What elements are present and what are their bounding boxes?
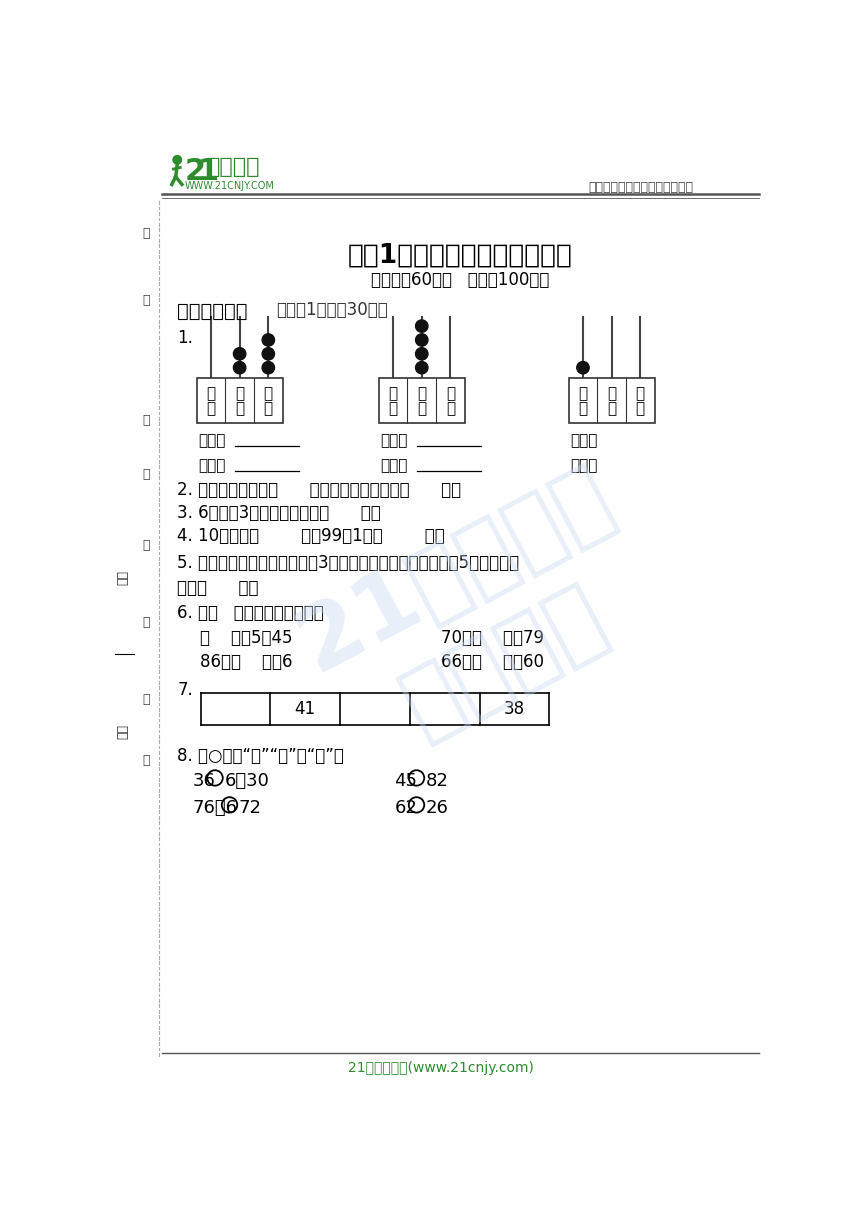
- Text: 题: 题: [143, 754, 150, 767]
- Text: 读作：: 读作：: [198, 457, 225, 473]
- Text: （    ）＋5＝45: （ ）＋5＝45: [200, 629, 293, 647]
- Text: （时量：60分钟   满分：100分）: （时量：60分钟 满分：100分）: [371, 271, 550, 288]
- Text: 66－（    ）＝60: 66－（ ）＝60: [440, 653, 544, 670]
- Text: 一、填空题。: 一、填空题。: [177, 302, 248, 321]
- Text: WWW.21CNJY.COM: WWW.21CNJY.COM: [185, 181, 275, 191]
- Text: （每空1分，全30分）: （每空1分，全30分）: [276, 302, 388, 320]
- Circle shape: [233, 348, 246, 360]
- Text: 密: 密: [143, 226, 150, 240]
- Text: 5. 一个两位数，十位上的数是3，个位上的数比十位上的数多5，这个两位: 5. 一个两位数，十位上的数是3，个位上的数比十位上的数多5，这个两位: [177, 554, 519, 572]
- Text: 线: 线: [143, 413, 150, 427]
- Text: 个
位: 个 位: [264, 385, 273, 416]
- Text: 写作：: 写作：: [570, 433, 598, 449]
- Text: 写作：: 写作：: [198, 433, 225, 449]
- Text: 86－（    ）＝6: 86－（ ）＝6: [200, 653, 293, 670]
- Text: 姓名: 姓名: [116, 724, 130, 738]
- Text: 8. 在○填上“＞”“＜”或“＝”。: 8. 在○填上“＞”“＜”或“＝”。: [177, 747, 344, 765]
- Text: 38: 38: [504, 699, 525, 717]
- Text: 请: 请: [143, 539, 150, 552]
- Text: 勿: 勿: [143, 615, 150, 629]
- Circle shape: [262, 348, 274, 360]
- Text: 82: 82: [426, 772, 449, 790]
- Text: 21世纪教育网(www.21cnjy.com): 21世纪教育网(www.21cnjy.com): [347, 1060, 534, 1075]
- Text: 2: 2: [185, 157, 206, 186]
- Text: 答: 答: [143, 693, 150, 705]
- Text: 6. 在（   ）里填上合适的数。: 6. 在（ ）里填上合适的数。: [177, 604, 324, 623]
- Text: 2. 最大的一位数是（      ），最小的三位数是（      ）。: 2. 最大的一位数是（ ），最小的三位数是（ ）。: [177, 480, 461, 499]
- Bar: [197, 378, 283, 423]
- Text: 45: 45: [394, 772, 417, 790]
- Circle shape: [577, 361, 589, 373]
- Text: 读作：: 读作：: [570, 457, 598, 473]
- Text: 70＋（    ）＝79: 70＋（ ）＝79: [440, 629, 544, 647]
- Bar: [378, 378, 464, 423]
- Text: 十
位: 十 位: [235, 385, 244, 416]
- Text: 6＋30: 6＋30: [224, 772, 269, 790]
- Circle shape: [173, 156, 181, 164]
- Circle shape: [262, 361, 274, 373]
- Text: 十
位: 十 位: [607, 385, 617, 416]
- Text: 21世纪教育
请勿转载: 21世纪教育 请勿转载: [284, 451, 675, 779]
- Text: 写作：: 写作：: [380, 433, 408, 449]
- Text: 个
位: 个 位: [636, 385, 645, 416]
- Text: 世纪教育: 世纪教育: [206, 157, 261, 178]
- Text: 62: 62: [394, 799, 417, 817]
- Text: 内: 内: [143, 468, 150, 480]
- Text: 中小学教育资源及组卷应用平台: 中小学教育资源及组卷应用平台: [588, 180, 693, 193]
- Text: 1.: 1.: [177, 330, 194, 348]
- Text: 百
位: 百 位: [579, 385, 587, 416]
- Text: 读作：: 读作：: [380, 457, 408, 473]
- Text: 个
位: 个 位: [445, 385, 455, 416]
- Circle shape: [262, 334, 274, 347]
- Text: 36: 36: [193, 772, 216, 790]
- Circle shape: [415, 334, 428, 347]
- Text: 数是（      ）。: 数是（ ）。: [177, 579, 259, 597]
- Bar: [568, 378, 654, 423]
- Text: 1: 1: [198, 157, 218, 186]
- Text: 7.: 7.: [177, 681, 193, 699]
- Text: 4. 10个十是（        ），99添1是（        ）。: 4. 10个十是（ ），99添1是（ ）。: [177, 527, 445, 545]
- Circle shape: [415, 320, 428, 332]
- Text: 26: 26: [426, 799, 449, 817]
- Circle shape: [415, 348, 428, 360]
- Circle shape: [415, 361, 428, 373]
- Text: 72: 72: [239, 799, 261, 817]
- Text: 班级: 班级: [116, 569, 130, 585]
- Circle shape: [233, 361, 246, 373]
- Text: 3. 6个一和3个十组成的数是（      ）。: 3. 6个一和3个十组成的数是（ ）。: [177, 503, 381, 522]
- Text: 76－6: 76－6: [193, 799, 237, 817]
- Text: 百
位: 百 位: [389, 385, 397, 416]
- Text: 百
位: 百 位: [206, 385, 216, 416]
- Text: 小学1年级数学下册期中测试卷: 小学1年级数学下册期中测试卷: [347, 242, 573, 269]
- Text: 十
位: 十 位: [417, 385, 427, 416]
- Text: 封: 封: [143, 294, 150, 306]
- Text: 41: 41: [295, 699, 316, 717]
